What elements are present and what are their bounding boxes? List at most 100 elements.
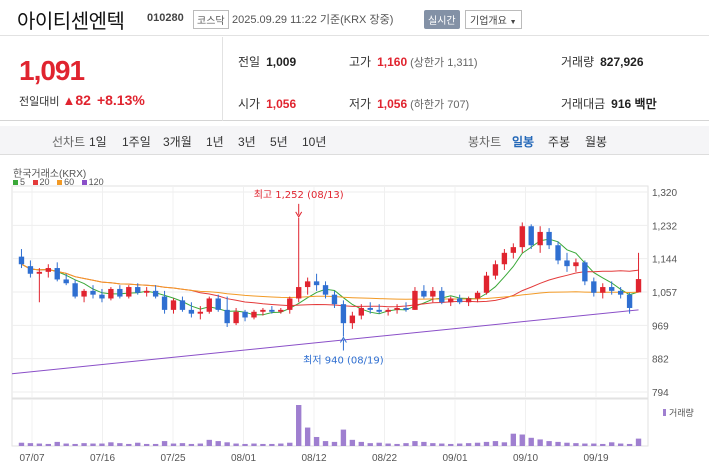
stock-name: 아이티센엔텍 [17, 9, 125, 33]
price-summary: 1,091 전일대비 ▲82 +8.13% 전일 1,009 시가 1,056 고가 1,… [0, 37, 709, 121]
volume-bar [99, 443, 105, 446]
volume-bar [90, 443, 96, 446]
candle-body [251, 311, 257, 318]
candle-body [492, 264, 499, 276]
volume-bar [63, 443, 69, 446]
candle-body [117, 288, 123, 297]
candle-body [72, 283, 78, 297]
low-label: 저가 [349, 97, 372, 111]
volume-bar [135, 442, 141, 446]
candle-body [215, 298, 221, 310]
tab-3month[interactable]: 3개월 [163, 135, 192, 149]
low-price: 저가 1,056 (하한가 707) [349, 95, 469, 112]
volume-label: 거래량 [561, 55, 595, 69]
candle-body [278, 309, 284, 312]
prev-close-value: 1,009 [266, 55, 297, 69]
ma60-legend-label: 60 [64, 177, 75, 187]
candle-body [456, 298, 463, 303]
candle-body [331, 294, 338, 305]
candle-body [18, 256, 25, 265]
candle-body [626, 294, 633, 308]
candle-body [439, 290, 445, 303]
ma120-legend-label: 120 [88, 177, 104, 187]
candle-body [421, 290, 427, 297]
change-label: 전일대비 [19, 96, 60, 108]
ma60-swatch [57, 180, 63, 185]
market-badge: 코스닥 [193, 10, 229, 29]
candle-body [126, 287, 132, 297]
volume-bar [358, 441, 364, 446]
volume-legend-label: 거래량 [669, 407, 694, 419]
volume-bar [170, 443, 177, 446]
candle-body [376, 309, 382, 312]
volume-bar [322, 441, 329, 446]
tab-1week[interactable]: 1주일 [122, 135, 151, 149]
volume-bar [260, 443, 266, 446]
volume-bar [331, 441, 338, 446]
open-value: 1,056 [266, 97, 297, 111]
volume-bar [126, 443, 132, 446]
tab-line-chart[interactable]: 선차트 [52, 135, 86, 149]
volume-bar [54, 441, 60, 446]
prev-close: 전일 1,009 [238, 53, 296, 70]
volume-bar [108, 442, 114, 446]
volume-bar [519, 434, 525, 446]
volume-plot-frame [11, 398, 649, 447]
volume-bar [197, 443, 204, 446]
tab-10year[interactable]: 10년 [302, 135, 327, 149]
volume-bar [296, 405, 302, 446]
x-tick-label: 09/10 [513, 453, 538, 464]
candle-body [546, 231, 552, 246]
x-tick-label: 08/12 [301, 453, 326, 464]
tab-candle-chart[interactable]: 봉차트 [468, 135, 502, 149]
volume-bar [421, 441, 427, 446]
ma20-line [21, 263, 639, 308]
candle-body [81, 290, 87, 297]
candle-body [188, 309, 195, 314]
ma-legend: 5 20 60 120 [13, 177, 109, 187]
volume-bar [510, 433, 517, 446]
volume-bar [635, 438, 642, 446]
x-tick-label: 08/22 [372, 453, 397, 464]
company-info-button[interactable]: 기업개요 ▼ [465, 10, 522, 29]
candle-body [340, 304, 347, 324]
y-tick-label: 969 [652, 321, 669, 332]
realtime-button[interactable]: 실시간 [424, 10, 460, 29]
tab-3year[interactable]: 3년 [238, 135, 256, 149]
volume-bar [456, 443, 463, 446]
volume-bar [403, 443, 409, 446]
candle-body [483, 275, 490, 293]
volume-bar [81, 443, 87, 446]
volume-bar [501, 442, 508, 446]
volume-bar [45, 443, 51, 446]
candle-body [403, 307, 409, 310]
volume-bar [474, 442, 481, 446]
volume-bar [251, 443, 257, 446]
volume-bar [537, 439, 543, 446]
candle-body [609, 287, 615, 291]
amount-value: 916 백만 [611, 97, 657, 111]
candle-body [152, 290, 159, 297]
volume-bar [143, 443, 150, 446]
volume-bar [555, 441, 561, 446]
candle-body [45, 268, 51, 272]
tab-monthly[interactable]: 월봉 [585, 135, 608, 149]
candle-body [260, 309, 266, 312]
candle-body [27, 266, 34, 274]
candle-body [412, 290, 418, 310]
tab-1day[interactable]: 1일 [89, 135, 107, 149]
tab-5year[interactable]: 5년 [270, 135, 288, 149]
candle-body [224, 309, 230, 324]
volume-legend-swatch [663, 409, 666, 416]
volume-bar [600, 443, 606, 446]
tab-daily[interactable]: 일봉 [512, 135, 535, 149]
tab-1year[interactable]: 1년 [206, 135, 224, 149]
volume-bar [394, 443, 400, 446]
volume-bar [215, 441, 221, 446]
volume-bar [18, 442, 25, 446]
candle-body [54, 268, 60, 280]
tab-weekly[interactable]: 주봉 [548, 135, 571, 149]
chart-tabs: 선차트 1일 1주일 3개월 1년 3년 5년 10년 봉차트 일봉 주봉 월봉 [0, 126, 709, 155]
ma120-line [11, 309, 639, 375]
